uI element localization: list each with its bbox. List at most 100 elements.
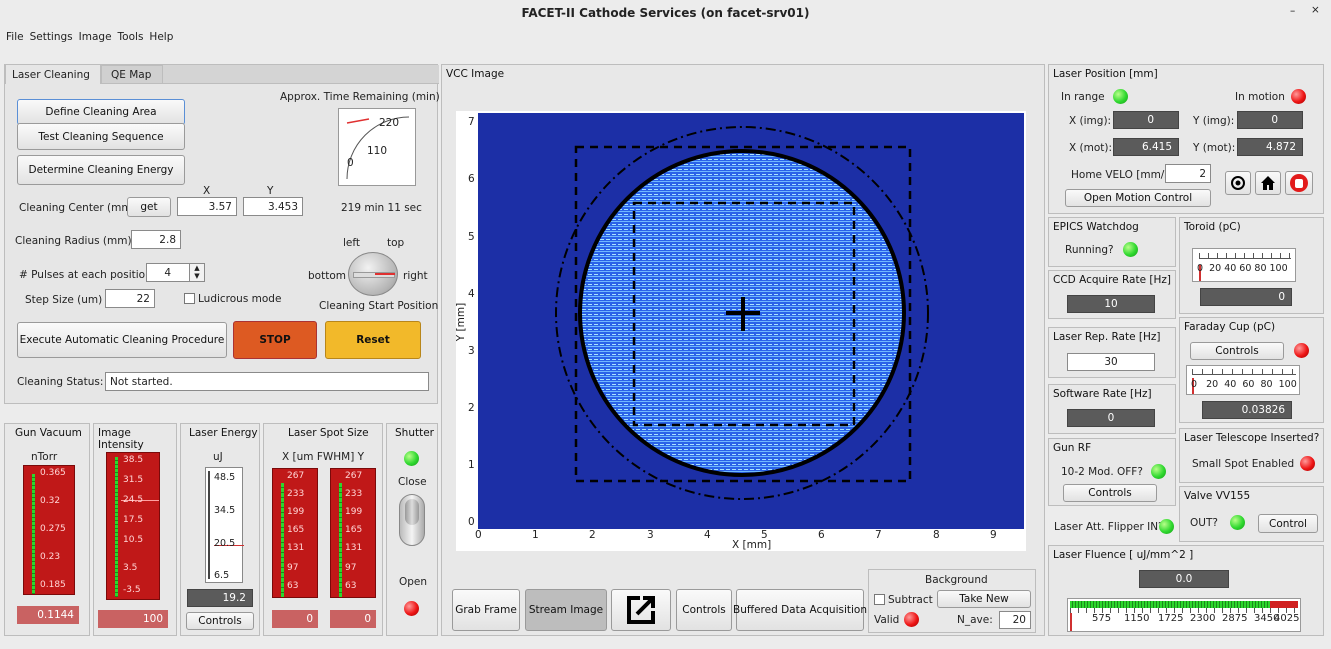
valve-control-button[interactable]: Control: [1258, 514, 1318, 533]
cleaning-status-label: Cleaning Status:: [17, 376, 104, 388]
laser-telescope-panel: Laser Telescope Inserted? Small Spot Ena…: [1179, 428, 1324, 483]
cleaning-radius-field[interactable]: 2.8: [131, 230, 181, 249]
menu-image[interactable]: Image: [78, 31, 112, 43]
x-mot-value: 6.415: [1113, 138, 1179, 156]
menu-tools[interactable]: Tools: [117, 31, 144, 43]
watchdog-running-led: [1123, 242, 1138, 257]
x-img-value: 0: [1113, 111, 1179, 129]
subtract-checkbox[interactable]: [874, 594, 885, 605]
spot-x-value: 0: [272, 610, 318, 628]
home-velo-field[interactable]: 2: [1165, 164, 1211, 183]
menu-settings[interactable]: Settings: [29, 31, 73, 43]
vcc-image-panel: VCC Image Y [mm] 7 6 5 4 3 2 1 0 0 1 2 3…: [441, 64, 1045, 636]
image-intensity-value: 100: [98, 610, 168, 628]
flipper-label: Laser Att. Flipper IN?: [1054, 521, 1164, 533]
faraday-controls-button[interactable]: Controls: [1190, 342, 1284, 360]
software-rate-panel: Software Rate [Hz] 0: [1048, 384, 1176, 434]
gun-vacuum-panel: Gun Vacuum nTorr 0.365 0.32 0.275 0.23 0…: [4, 423, 90, 636]
y-header: Y: [267, 185, 274, 197]
shutter-open-led: [404, 601, 419, 616]
knob-bottom-label: bottom: [308, 270, 346, 282]
n-ave-field[interactable]: 20: [999, 611, 1031, 629]
knob-caption: Cleaning Start Position: [319, 300, 439, 312]
gun-rf-controls-button[interactable]: Controls: [1063, 484, 1157, 502]
start-position-knob[interactable]: [348, 252, 398, 296]
time-remaining-label: Approx. Time Remaining (min): [280, 91, 440, 103]
shutter-toggle-switch[interactable]: [399, 494, 425, 546]
target-icon[interactable]: [1225, 171, 1251, 195]
define-cleaning-area-button[interactable]: Define Cleaning Area: [17, 99, 185, 125]
test-cleaning-sequence-button[interactable]: Test Cleaning Sequence: [17, 123, 185, 150]
faraday-cup-panel: Faraday Cup (pC) Controls 0 20 40 60 80 …: [1179, 317, 1324, 423]
take-new-button[interactable]: Take New: [937, 590, 1031, 608]
center-y-field[interactable]: 3.453: [243, 197, 303, 216]
stop-hand-icon[interactable]: [1285, 171, 1313, 195]
center-x-field[interactable]: 3.57: [177, 197, 237, 216]
tab-laser-cleaning[interactable]: Laser Cleaning: [5, 64, 101, 84]
toroid-meter: 0 20 40 60 80 100: [1192, 248, 1296, 282]
image-controls-button[interactable]: Controls: [676, 589, 732, 631]
laser-cleaning-panel: Laser Cleaning QE Map Define Cleaning Ar…: [4, 64, 440, 404]
y-img-value: 0: [1237, 111, 1303, 129]
determine-cleaning-energy-button[interactable]: Determine Cleaning Energy: [17, 155, 185, 185]
spot-y-value: 0: [330, 610, 376, 628]
shutter-closed-led: [404, 451, 419, 466]
ludicrous-checkbox[interactable]: [184, 293, 195, 304]
pulses-stepper[interactable]: 4: [146, 263, 190, 282]
y-mot-value: 4.872: [1237, 138, 1303, 156]
get-center-button[interactable]: get: [127, 197, 171, 217]
step-size-label: Step Size (um): [25, 294, 103, 306]
laser-energy-gauge: 48.5 34.5 20.5 6.5: [205, 467, 244, 583]
close-icon[interactable]: ×: [1311, 4, 1320, 16]
background-group: Background Subtract Take New Valid N_ave…: [868, 569, 1036, 633]
menu-bar: File Settings Image Tools Help: [6, 31, 173, 43]
x-axis-label: X [mm]: [732, 539, 772, 551]
tab-qe-map[interactable]: QE Map: [101, 65, 163, 84]
image-intensity-gauge: 38.5 31.5 24.5 17.5 10.5 3.5 -3.5: [106, 452, 160, 600]
reset-button[interactable]: Reset: [325, 321, 421, 359]
epics-watchdog-panel: EPICS Watchdog Running?: [1048, 217, 1176, 267]
popout-icon[interactable]: [611, 589, 671, 631]
toroid-value: 0: [1200, 288, 1292, 306]
open-motion-control-button[interactable]: Open Motion Control: [1065, 189, 1211, 207]
window-title: FACET-II Cathode Services (on facet-srv0…: [521, 6, 810, 20]
pulses-stepper-arrows[interactable]: ▲ ▼: [189, 263, 205, 282]
gun-vacuum-gauge: 0.365 0.32 0.275 0.23 0.185: [23, 465, 75, 595]
ccd-acquire-panel: CCD Acquire Rate [Hz] 10: [1048, 270, 1176, 319]
vcc-image: [478, 113, 1024, 529]
flipper-led: [1159, 519, 1174, 534]
minimize-icon[interactable]: –: [1290, 5, 1296, 17]
stop-button[interactable]: STOP: [233, 321, 317, 359]
stream-image-button[interactable]: Stream Image: [525, 589, 607, 631]
faraday-value: 0.03826: [1202, 401, 1292, 419]
fluence-value: 0.0: [1139, 570, 1229, 588]
shutter-panel: Shutter Close Open: [386, 423, 438, 636]
in-motion-led: [1291, 89, 1306, 104]
spot-y-gauge: 267 233 199 165 131 97 63: [330, 468, 376, 598]
menu-file[interactable]: File: [6, 31, 24, 43]
execute-cleaning-button[interactable]: Execute Automatic Cleaning Procedure: [17, 322, 227, 358]
cleaning-center-label: Cleaning Center (mm):: [19, 202, 140, 214]
rep-rate-field[interactable]: 30: [1067, 353, 1155, 371]
menu-help[interactable]: Help: [149, 31, 174, 43]
laser-energy-controls-button[interactable]: Controls: [186, 612, 254, 630]
step-size-field[interactable]: 22: [105, 289, 155, 308]
spot-x-gauge: 267 233 199 165 131 97 63: [272, 468, 318, 598]
ccd-rate-value: 10: [1067, 295, 1155, 313]
software-rate-value: 0: [1067, 409, 1155, 427]
laser-spot-size-panel: Laser Spot Size X [um FWHM] Y 267 233 19…: [263, 423, 383, 636]
knob-right-label: right: [403, 270, 428, 282]
buffered-data-acquisition-button[interactable]: Buffered Data Acquisition: [733, 589, 867, 631]
laser-rep-rate-panel: Laser Rep. Rate [Hz] 30: [1048, 327, 1176, 378]
image-intensity-panel: Image Intensity 38.5 31.5 24.5 17.5 10.5…: [93, 423, 177, 636]
title-bar: FACET-II Cathode Services (on facet-srv0…: [0, 0, 1331, 26]
gun-rf-panel: Gun RF 10-2 Mod. OFF? Controls: [1048, 438, 1176, 506]
vcc-plot-area: Y [mm] 7 6 5 4 3 2 1 0 0 1 2 3 4 5 6 7 8…: [455, 111, 1026, 551]
grab-frame-button[interactable]: Grab Frame: [452, 589, 520, 631]
knob-top-label: top: [387, 237, 405, 249]
home-icon[interactable]: [1255, 171, 1281, 195]
cleaning-status-field: Not started.: [105, 372, 429, 391]
telescope-spot-led: [1300, 456, 1315, 471]
gun-vacuum-value: 0.1144: [17, 606, 79, 624]
fluence-meter: 575 1150 1725 2300 2875 3450 4025: [1067, 598, 1301, 632]
